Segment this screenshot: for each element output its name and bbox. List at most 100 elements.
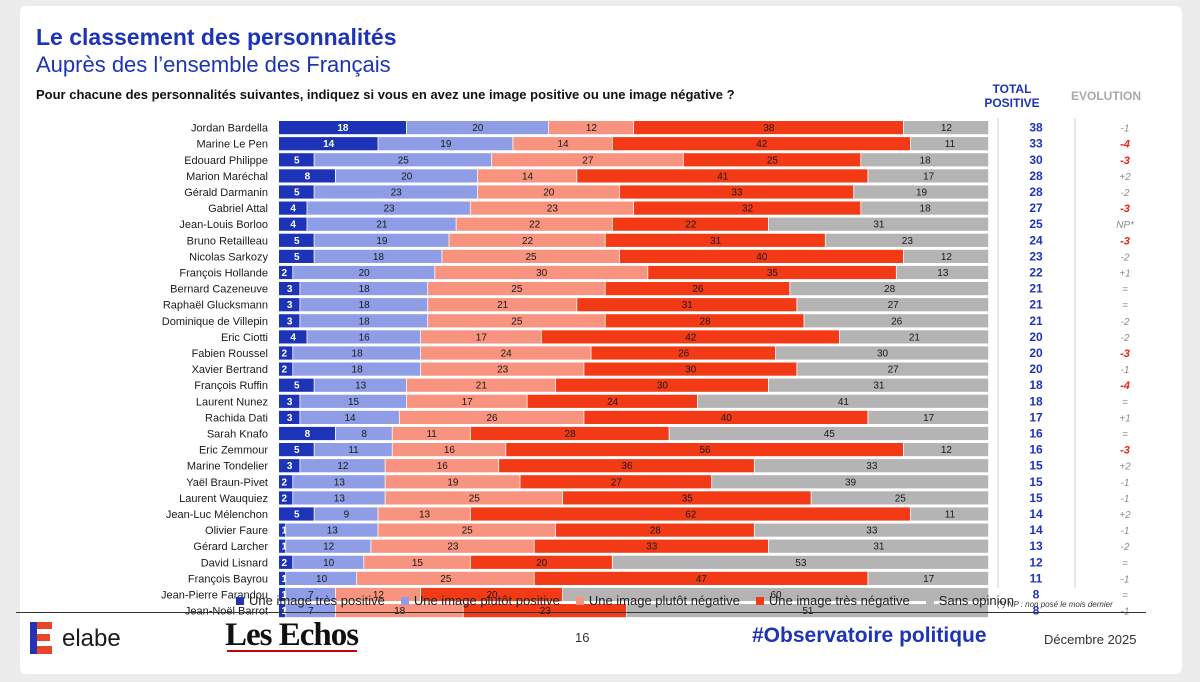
bar-value-label: 18	[352, 349, 364, 360]
bar-segment	[307, 217, 456, 231]
bar-value-label: 18	[373, 252, 385, 263]
bar-segment	[378, 507, 470, 521]
bar-segment	[612, 137, 911, 151]
category-label: François Ruffin	[194, 380, 268, 392]
bar-value-label: 40	[756, 252, 768, 263]
total-positive-header-line1: TOTAL	[992, 82, 1032, 96]
bar-segment	[520, 475, 712, 489]
bar-value-label: 23	[547, 204, 559, 215]
category-label: Xavier Bertrand	[192, 364, 268, 376]
footer-divider	[16, 612, 1146, 613]
bar-value-label: 5	[294, 510, 300, 521]
bar-segment	[697, 394, 989, 408]
total-positive-value: 33	[1029, 137, 1043, 151]
bar-value-label: 22	[522, 236, 534, 247]
bar-segment	[314, 507, 378, 521]
bar-value-label: 31	[873, 381, 885, 392]
evolution-value: -1	[1121, 526, 1130, 537]
total-positive-value: 28	[1029, 169, 1043, 183]
bar-value-label: 23	[383, 204, 395, 215]
bar-segment	[712, 475, 989, 489]
bar-value-label: 3	[287, 397, 293, 408]
bar-segment	[406, 378, 556, 392]
bar-value-label: 2	[282, 349, 288, 360]
bar-segment	[776, 346, 989, 360]
bar-value-label: 4	[290, 220, 296, 231]
bar-value-label: 41	[838, 397, 850, 408]
evolution-value: +2	[1119, 172, 1131, 183]
bar-value-label: 19	[447, 477, 459, 488]
bar-value-label: 33	[646, 542, 658, 553]
bar-segment	[307, 330, 421, 344]
evolution-value: -1	[1121, 494, 1130, 505]
bar-value-label: 17	[923, 171, 935, 182]
evolution-value: +2	[1119, 510, 1131, 521]
total-positive-value: 27	[1029, 201, 1043, 215]
legend-item: Sans opinion	[925, 593, 1014, 608]
bar-segment	[364, 555, 470, 569]
total-positive-value: 12	[1029, 555, 1043, 569]
bar-segment	[768, 217, 989, 231]
bar-value-label: 18	[352, 365, 364, 376]
category-label: Yaël Braun-Pivet	[186, 477, 268, 489]
total-positive-value: 11	[1030, 571, 1043, 585]
bar-value-label: 31	[873, 542, 885, 553]
bar-segment	[612, 217, 769, 231]
bar-segment	[470, 201, 634, 215]
bar-segment	[279, 459, 300, 473]
bar-value-label: 11	[348, 445, 359, 456]
bar-value-label: 24	[501, 349, 513, 360]
bar-value-label: 11	[426, 429, 437, 440]
legend-swatch	[400, 596, 409, 605]
bar-segment	[449, 233, 605, 247]
bar-value-label: 25	[767, 155, 779, 166]
survey-question: Pour chacune des personnalités suivantes…	[36, 87, 735, 102]
bar-segment	[399, 410, 584, 424]
evolution-value: =	[1122, 558, 1128, 569]
legend-item: Une image très négative	[755, 593, 910, 608]
bar-segment	[293, 346, 421, 360]
bar-segment	[293, 555, 364, 569]
bar-value-label: 8	[305, 171, 311, 182]
category-label: Gabriel Attal	[208, 203, 268, 215]
bar-value-label: 3	[287, 284, 293, 295]
category-label: Raphaël Glucksmann	[163, 300, 268, 312]
bar-segment	[314, 443, 392, 457]
total-positive-value: 21	[1029, 282, 1043, 296]
evolution-value: -4	[1120, 139, 1130, 151]
category-label: Laurent Wauquiez	[179, 493, 268, 505]
bar-segment	[286, 539, 371, 553]
bar-value-label: 23	[391, 188, 403, 199]
bar-segment	[470, 426, 669, 441]
total-positive-value: 15	[1029, 459, 1043, 473]
bar-value-label: 20	[543, 188, 555, 199]
bar-value-label: 32	[742, 204, 754, 215]
category-label: Jean-Noël Barrot	[185, 606, 268, 618]
bar-segment	[279, 185, 314, 199]
bar-segment	[428, 298, 577, 312]
bar-segment	[612, 555, 989, 569]
bar-value-label: 20	[486, 590, 498, 601]
page-subtitle: Auprès des l’ensemble des Français	[36, 52, 391, 77]
total-positive-value: 8	[1033, 588, 1040, 602]
bar-value-label: 5	[294, 252, 300, 263]
bar-segment	[279, 604, 286, 618]
total-positive-header: TOTAL POSITIVE	[962, 82, 1062, 110]
bar-value-label: 13	[355, 381, 367, 392]
bar-segment	[477, 169, 577, 183]
bar-value-label: 3	[287, 413, 293, 424]
bar-value-label: 33	[866, 461, 878, 472]
bar-value-label: 12	[373, 590, 385, 601]
bar-segment	[442, 249, 619, 263]
bar-value-label: 18	[359, 284, 371, 295]
evolution-value: +1	[1119, 269, 1130, 280]
bar-segment	[279, 571, 286, 585]
evolution-value: -2	[1121, 333, 1130, 344]
total-positive-value: 25	[1029, 217, 1043, 231]
bar-segment	[286, 604, 335, 618]
bar-segment	[896, 265, 989, 280]
total-positive-value: 30	[1029, 153, 1043, 167]
bar-segment	[804, 314, 989, 328]
bar-value-label: 20	[472, 123, 484, 134]
bar-segment	[286, 523, 378, 537]
